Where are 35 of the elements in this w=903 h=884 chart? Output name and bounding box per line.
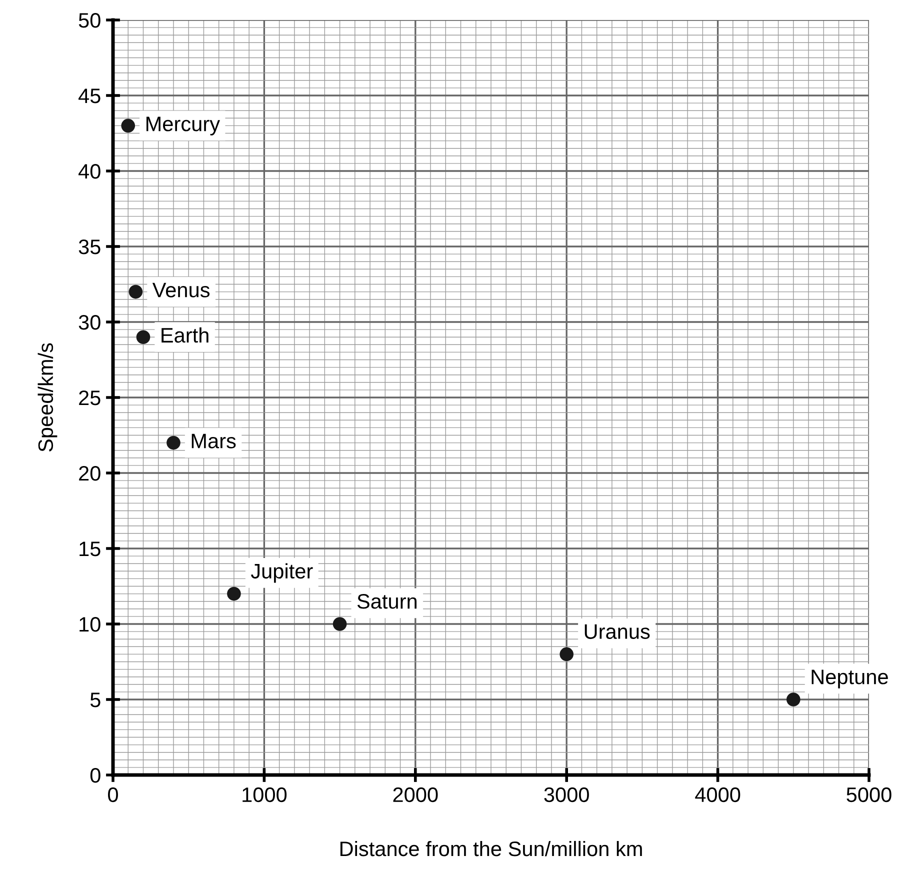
point <box>332 617 347 631</box>
point <box>128 284 143 299</box>
x-tick-label: 2000 <box>393 787 438 802</box>
annotation: Neptune <box>812 670 888 688</box>
annotation: Venus <box>152 282 210 298</box>
y-tick-label: 35 <box>78 240 100 254</box>
point <box>560 647 574 662</box>
y-tick-label: 50 <box>78 13 100 28</box>
y-tick-label: 40 <box>78 164 100 179</box>
y-tick-label: 0 <box>90 768 100 783</box>
x-axis-title: Distance from the Sun/million km <box>340 840 642 856</box>
x-tick-label: 5000 <box>846 787 892 802</box>
point <box>136 330 150 344</box>
x-tick-label: 3000 <box>544 787 589 802</box>
y-tick-label: 20 <box>79 466 100 481</box>
annotation: Mercury <box>146 116 220 136</box>
point <box>786 692 800 706</box>
point <box>121 118 136 133</box>
point <box>166 436 180 450</box>
annotation: Jupiter <box>250 563 313 583</box>
y-tick-label: 45 <box>78 88 100 104</box>
annotation: Mars <box>192 434 236 448</box>
x-tick-label: 4000 <box>695 787 740 802</box>
y-tick-label: 15 <box>80 542 100 556</box>
y-tick-label: 10 <box>80 617 100 632</box>
y-tick-label: 30 <box>78 315 100 330</box>
y-axis-title: Speed/km/s <box>38 343 58 452</box>
y-tick-label: 25 <box>79 390 100 406</box>
y-tick-label: 5 <box>90 692 100 708</box>
annotation: Saturn <box>357 594 416 609</box>
point <box>227 586 241 601</box>
annotation: Earth <box>162 327 208 343</box>
annotation: Uranus <box>584 624 650 639</box>
x-tick-label: 1000 <box>242 787 287 802</box>
x-tick-label: 0 <box>108 787 118 802</box>
